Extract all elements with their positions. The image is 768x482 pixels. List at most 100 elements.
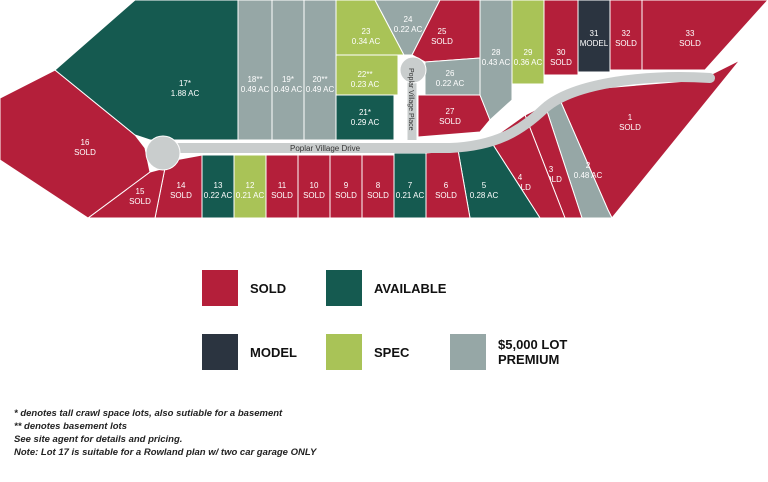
lot-number: 9 <box>344 181 349 190</box>
legend-swatch-spec <box>326 334 362 370</box>
lot-status: 0.49 AC <box>306 85 335 94</box>
lot-12[interactable]: 120.21 AC <box>233 154 267 219</box>
roads <box>145 56 715 171</box>
lot-status: 0.22 AC <box>394 25 423 34</box>
lot-status: SOLD <box>170 191 192 200</box>
lot-number: 33 <box>686 29 695 38</box>
lot-28[interactable]: 280.43 AC <box>479 0 513 121</box>
lot-18[interactable]: 18**0.49 AC <box>237 0 273 141</box>
lot-status: 0.22 AC <box>204 191 233 200</box>
lot-number: 10 <box>310 181 319 190</box>
lot-status: SOLD <box>550 58 572 67</box>
lot-20[interactable]: 20**0.49 AC <box>303 0 337 141</box>
lot-status: 0.21 AC <box>236 191 265 200</box>
lot-number: 23 <box>362 27 371 36</box>
lot-status: SOLD <box>74 148 96 157</box>
lot-number: 22** <box>357 70 372 79</box>
lot-number: 30 <box>557 48 566 57</box>
lot-number: 12 <box>246 181 255 190</box>
lot-number: 20** <box>312 75 327 84</box>
lot-number: 1 <box>628 113 633 122</box>
note-line: See site agent for details and pricing. <box>14 434 183 445</box>
lot-number: 31 <box>590 29 599 38</box>
lot-22[interactable]: 22**0.23 AC <box>335 54 399 96</box>
lot-number: 8 <box>376 181 381 190</box>
lot-status: 0.43 AC <box>482 58 511 67</box>
lot-status: 0.34 AC <box>352 37 381 46</box>
lot-number: 28 <box>492 48 501 57</box>
lot-number: 21* <box>359 108 371 117</box>
lot-number: 27 <box>446 107 455 116</box>
lot-number: 11 <box>278 181 287 190</box>
lot-status: 0.29 AC <box>351 118 380 127</box>
lot-status: SOLD <box>619 123 641 132</box>
legend-label-spec: SPEC <box>374 344 410 360</box>
lot-status: SOLD <box>435 191 457 200</box>
note-line: * denotes tall crawl space lots, also su… <box>14 408 283 419</box>
lot-status: 1.88 AC <box>171 89 200 98</box>
legend-swatch-premium <box>450 334 486 370</box>
legend-swatch-model <box>202 334 238 370</box>
lot-number: 32 <box>622 29 631 38</box>
note-line: Note: Lot 17 is suitable for a Rowland p… <box>14 447 317 458</box>
legend-label-available: AVAILABLE <box>374 280 447 296</box>
legend-premium-line2: PREMIUM <box>498 352 560 367</box>
lot-number: 19* <box>282 75 294 84</box>
cul-de-sac-north <box>399 56 427 84</box>
poplar-village-drive-road <box>160 72 715 153</box>
lot-13[interactable]: 130.22 AC <box>201 154 235 219</box>
lot-number: 2 <box>586 161 591 170</box>
lot-26[interactable]: 260.22 AC <box>424 57 481 96</box>
lot-number: 15 <box>136 187 145 196</box>
lot-number: 17* <box>179 79 191 88</box>
lot-status: MODEL <box>580 39 609 48</box>
poplar-village-drive-label: Poplar Village Drive <box>290 144 361 153</box>
lot-number: 6 <box>444 181 449 190</box>
lot-19[interactable]: 19*0.49 AC <box>271 0 305 141</box>
poplar-village-place-label: Poplar Village Place <box>407 68 414 131</box>
legend-available: AVAILABLE <box>326 270 446 306</box>
legend-swatch-sold <box>202 270 238 306</box>
lot-29[interactable]: 290.36 AC <box>511 0 545 85</box>
note-line: ** denotes basement lots <box>14 421 127 432</box>
legend-label-model: MODEL <box>250 344 297 360</box>
lot-status: 0.23 AC <box>351 80 380 89</box>
lot-7[interactable]: 70.21 AC <box>393 152 427 219</box>
lot-status: SOLD <box>335 191 357 200</box>
lot-number: 25 <box>438 27 447 36</box>
lot-status: 0.49 AC <box>241 85 270 94</box>
lot-number: 24 <box>404 15 413 24</box>
lot-status: 0.22 AC <box>436 79 465 88</box>
lot-number: 29 <box>524 48 533 57</box>
lot-status: 0.36 AC <box>514 58 543 67</box>
lot-status: SOLD <box>367 191 389 200</box>
lot-number: 18** <box>247 75 262 84</box>
lot-21[interactable]: 21*0.29 AC <box>335 94 395 141</box>
legend-swatch-available <box>326 270 362 306</box>
lot-number: 16 <box>81 138 90 147</box>
lot-number: 3 <box>549 165 554 174</box>
legend-label-premium: $5,000 LOT PREMIUM <box>498 337 567 367</box>
cul-de-sac-west <box>145 135 181 171</box>
lot-number: 13 <box>214 181 223 190</box>
lot-status: SOLD <box>129 197 151 206</box>
lot-number: 14 <box>177 181 186 190</box>
legend-premium-line1: $5,000 LOT <box>498 337 568 352</box>
legend-model: MODEL <box>202 334 297 370</box>
lot-status: SOLD <box>540 175 562 184</box>
legend-spec: SPEC <box>326 334 409 370</box>
lot-status: SOLD <box>679 39 701 48</box>
lot-status: 0.28 AC <box>470 191 499 200</box>
lot-number: 26 <box>446 69 455 78</box>
lot-number: 5 <box>482 181 487 190</box>
